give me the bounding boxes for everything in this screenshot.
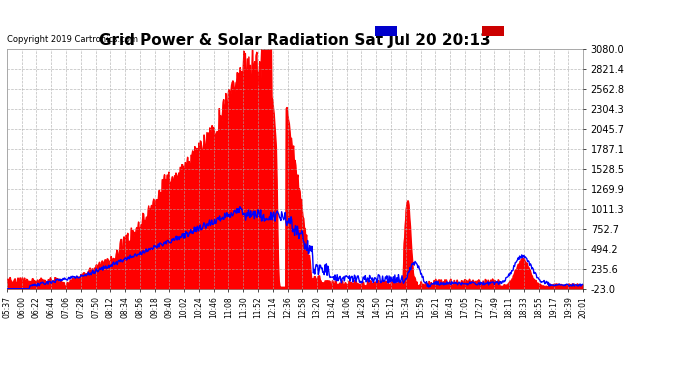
- Legend: Radiation (W/m2), Grid (AC Watts): Radiation (W/m2), Grid (AC Watts): [373, 24, 578, 38]
- Text: Copyright 2019 Cartronics.com: Copyright 2019 Cartronics.com: [7, 35, 138, 44]
- Title: Grid Power & Solar Radiation Sat Jul 20 20:13: Grid Power & Solar Radiation Sat Jul 20 …: [99, 33, 491, 48]
